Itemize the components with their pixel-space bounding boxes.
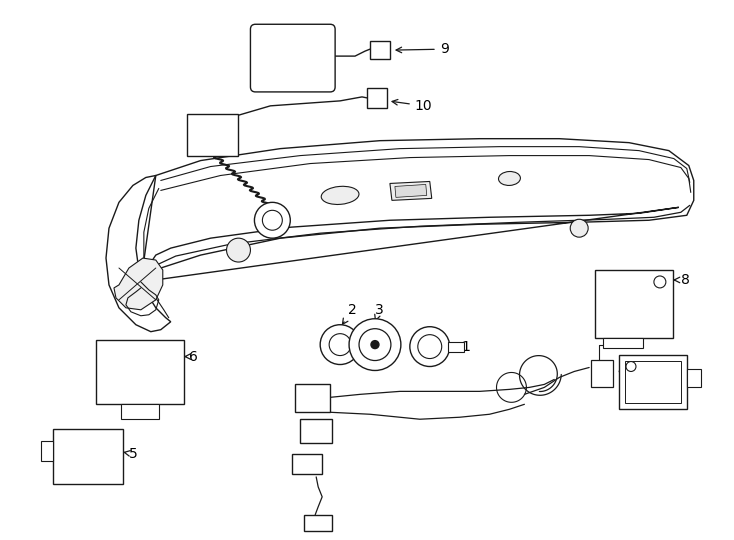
Text: 6: 6 xyxy=(185,349,197,363)
Text: 4: 4 xyxy=(606,364,626,379)
Bar xyxy=(687,369,701,387)
Bar xyxy=(300,419,332,443)
Text: 3: 3 xyxy=(375,303,384,320)
Bar xyxy=(121,404,159,419)
Circle shape xyxy=(359,329,391,361)
FancyBboxPatch shape xyxy=(367,88,387,108)
Bar xyxy=(591,360,613,387)
Circle shape xyxy=(349,319,401,370)
Text: 7: 7 xyxy=(688,373,702,387)
Circle shape xyxy=(626,361,636,372)
Polygon shape xyxy=(395,185,426,198)
Polygon shape xyxy=(114,258,163,310)
Circle shape xyxy=(255,202,290,238)
Text: 1: 1 xyxy=(454,340,470,354)
Text: 5: 5 xyxy=(123,447,138,461)
Bar xyxy=(53,429,123,484)
Bar xyxy=(619,355,687,409)
Text: 8: 8 xyxy=(675,273,690,287)
Circle shape xyxy=(410,327,450,367)
Text: 2: 2 xyxy=(343,303,357,324)
Ellipse shape xyxy=(321,186,359,205)
Bar xyxy=(595,270,673,338)
Bar xyxy=(292,454,322,474)
Circle shape xyxy=(570,219,588,237)
Circle shape xyxy=(227,238,250,262)
Circle shape xyxy=(418,335,442,359)
Polygon shape xyxy=(390,181,432,200)
Bar xyxy=(603,338,643,348)
Polygon shape xyxy=(141,139,694,282)
FancyBboxPatch shape xyxy=(186,114,239,156)
Circle shape xyxy=(262,210,283,230)
Bar xyxy=(96,340,184,404)
Text: 9: 9 xyxy=(396,42,448,56)
Bar xyxy=(41,441,53,461)
Circle shape xyxy=(654,276,666,288)
FancyBboxPatch shape xyxy=(250,24,335,92)
Bar xyxy=(448,342,464,352)
Bar xyxy=(295,384,330,412)
Bar xyxy=(625,361,681,403)
Polygon shape xyxy=(106,176,171,332)
Bar xyxy=(370,41,390,59)
Circle shape xyxy=(329,334,351,355)
Bar xyxy=(304,515,332,531)
Ellipse shape xyxy=(498,172,520,185)
Circle shape xyxy=(320,325,360,364)
Text: 10: 10 xyxy=(392,99,432,113)
Circle shape xyxy=(371,341,379,349)
